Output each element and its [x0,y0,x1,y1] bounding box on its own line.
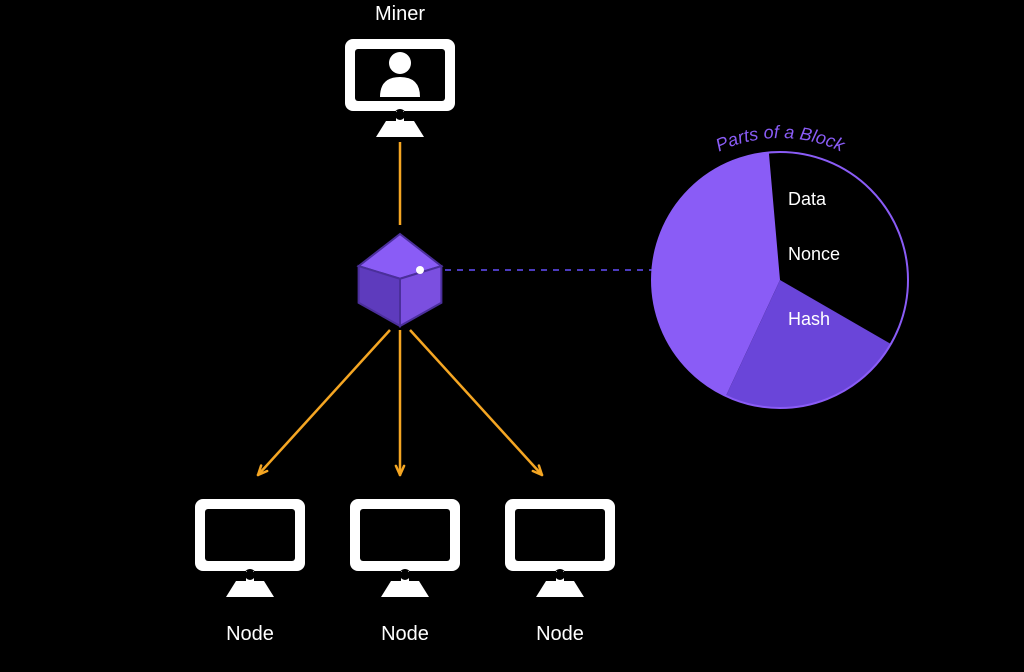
miner-label: Miner [375,3,425,25]
block-part-label: Nonce [788,244,840,264]
node-label: Node [381,623,429,645]
block-part-label: Hash [788,309,830,329]
block-parts-callout: Parts of a Block Data Nonce Hash [652,122,908,408]
node-monitor-icon [350,499,460,597]
block-part-label: Data [788,189,827,209]
nodes-group: Node Node Node [195,499,615,645]
node-monitor-icon [195,499,305,597]
node-monitor-icon [505,499,615,597]
callout-title: Parts of a Block [713,122,849,156]
node-label: Node [536,623,584,645]
cube-highlight-dot [416,266,424,274]
block-cube-icon [359,234,442,326]
miner-monitor-icon [345,39,455,137]
node-label: Node [226,623,274,645]
